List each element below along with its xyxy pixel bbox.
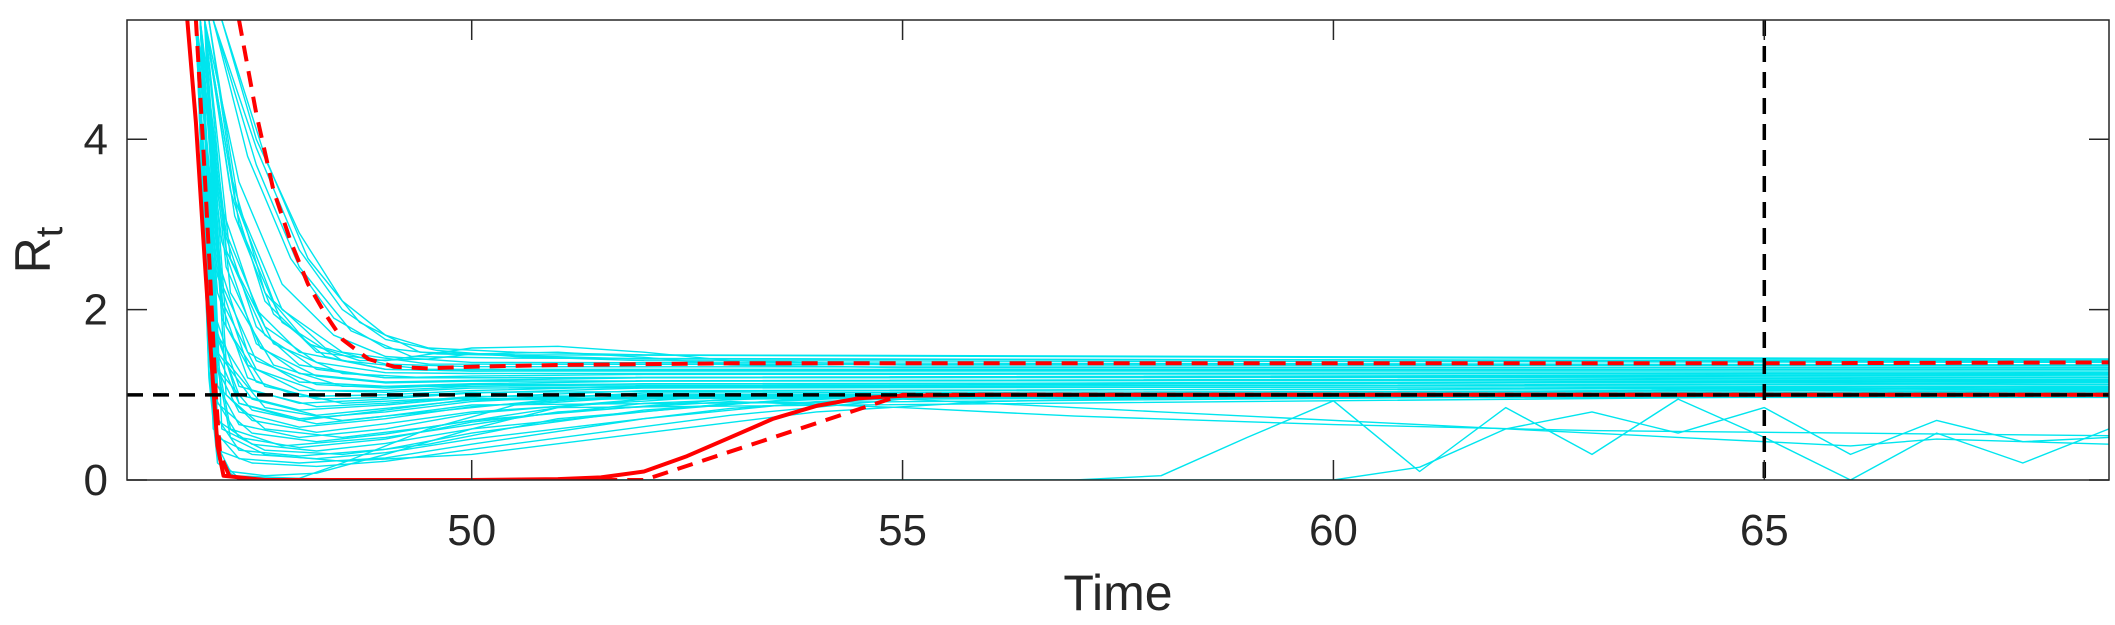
sample-line-42: [203, 20, 2109, 404]
sample-line-20: [203, 20, 2109, 372]
sample-line-9: [195, 20, 2109, 411]
x-tick-label: 55: [878, 506, 927, 555]
y-tick-label: 2: [84, 286, 108, 335]
plot-frame: [126, 19, 2110, 481]
sample-line-48: [195, 20, 2109, 462]
sample-line-37: [221, 20, 2109, 360]
sample-line-16: [212, 20, 2109, 362]
sample-line-35: [212, 20, 2109, 363]
sample-line-28: [199, 20, 2109, 416]
sample-line-6: [195, 20, 2109, 392]
sample-line-3: [195, 20, 2109, 379]
y-tick-label: 4: [84, 115, 108, 164]
sample-line-4: [195, 20, 2109, 383]
axis-ticks: 50 55 60 65 0 2 4: [84, 20, 2109, 555]
x-tick-label: 50: [447, 506, 496, 555]
sample-line-36: [221, 20, 2109, 361]
y-tick-label: 0: [84, 456, 108, 505]
sample-line-24: [199, 20, 2109, 389]
x-axis-label: Time: [1063, 565, 1172, 621]
sample-line-7: [195, 20, 2109, 398]
sample-line-47: [195, 20, 2109, 479]
x-tick-label: 60: [1309, 506, 1358, 555]
upper-bound-line: [237, 20, 2109, 371]
sample-line-5: [195, 20, 2109, 387]
sample-line-38: [208, 20, 2109, 367]
sample-line-18: [203, 20, 2109, 366]
sample-line-0: [203, 20, 2109, 369]
sample-line-26: [199, 20, 2109, 400]
sample-line-22: [199, 20, 2109, 379]
sample-line-1: [203, 20, 2109, 366]
sample-line-19: [203, 20, 2109, 369]
sample-line-46: [195, 20, 2109, 477]
sample-line-8: [195, 20, 2109, 404]
sample-line-39: [208, 20, 2109, 370]
y-axis-label-subscript: t: [29, 226, 71, 237]
y-axis-label-main: R: [5, 237, 61, 273]
sample-line-52: [195, 20, 2109, 447]
sample-line-21: [199, 20, 2109, 375]
sample-line-17: [212, 20, 2109, 364]
x-tick-label: 65: [1740, 506, 1789, 555]
sample-line-2: [195, 20, 2109, 372]
sample-line-41: [203, 20, 2109, 387]
sample-line-25: [199, 20, 2109, 393]
sample-line-51: [195, 20, 2109, 447]
sample-line-31: [199, 20, 2109, 443]
lower-bound-line: [193, 20, 2109, 480]
y-axis-label: Rt: [5, 226, 71, 273]
sample-line-23: [199, 20, 2109, 384]
sample-line-40: [203, 20, 2109, 379]
sample-line-27: [199, 20, 2109, 408]
reference-lines: [127, 20, 2109, 480]
sample-trajectories: [195, 20, 2109, 480]
